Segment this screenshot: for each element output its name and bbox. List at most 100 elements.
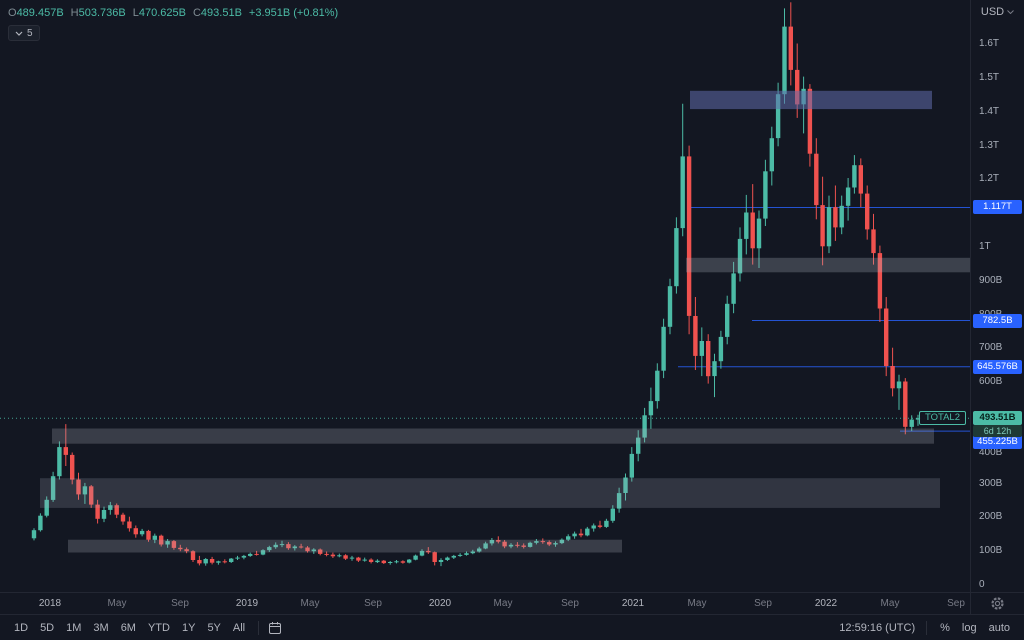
candle [178, 544, 183, 552]
bottom-toolbar: 1D 5D 1M 3M 6M YTD 1Y 5Y All 12:59:16 (UTC) % log… [0, 614, 1024, 640]
ohlc-l: L470.625B [132, 7, 186, 19]
range-button-1d[interactable]: 1D [14, 621, 29, 634]
price-axis-label: 200B [979, 511, 1003, 522]
time-axis-label: 2022 [814, 598, 838, 609]
candlestick-plot[interactable] [0, 0, 970, 592]
candle [604, 518, 609, 528]
candle [324, 551, 329, 557]
current-price-badge: 493.51B [973, 411, 1022, 425]
candle [890, 347, 895, 397]
candle [616, 487, 622, 513]
candle [95, 499, 100, 524]
time-axis-label: May [880, 598, 900, 609]
candle [159, 534, 164, 547]
candle [788, 2, 793, 86]
candle [82, 482, 88, 504]
candle [534, 539, 539, 545]
candle [718, 330, 724, 369]
price-axis-label: 1.5T [979, 72, 1000, 83]
candle [356, 556, 361, 562]
candle [241, 554, 247, 560]
candle [413, 554, 418, 561]
candle [197, 555, 202, 566]
candle [101, 506, 107, 523]
go-to-date-icon[interactable] [268, 621, 282, 635]
price-axis-label: 300B [979, 478, 1003, 489]
range-button-all[interactable]: All [232, 621, 246, 634]
candle [432, 551, 437, 566]
price-axis-label: 700B [979, 342, 1003, 353]
time-axis-label: 2018 [38, 598, 62, 609]
candle [203, 558, 208, 566]
legend-collapse-button[interactable]: 5 [8, 25, 40, 41]
range-button-ytd[interactable]: YTD [147, 621, 170, 634]
resistance-zone-950b[interactable] [686, 257, 970, 273]
legend-collapse-count: 5 [27, 27, 33, 39]
candle [298, 543, 304, 549]
candle [305, 546, 310, 553]
time-axis-label: May [300, 598, 320, 609]
level-price-badge: 782.5B [973, 314, 1022, 328]
candle [426, 547, 431, 554]
settings-gear-icon[interactable] [990, 596, 1005, 611]
candle [171, 540, 177, 550]
range-button-5y[interactable]: 5Y [207, 621, 221, 634]
time-axis[interactable]: 2018 May Sep 2019 May Sep 2020 May Sep 2021 May Sep… [0, 592, 970, 614]
candle [184, 547, 189, 554]
range-button-5d[interactable]: 5D [40, 621, 55, 634]
candle [826, 195, 832, 254]
time-axis-label: 2019 [235, 598, 259, 609]
candle [820, 176, 825, 266]
candle [311, 548, 316, 554]
support-zone-270b[interactable] [40, 478, 940, 508]
candle [858, 158, 863, 208]
candle [559, 538, 565, 545]
support-zone-440b[interactable] [52, 428, 934, 444]
chart-area[interactable]: O489.457B H503.736B L470.625B C493.51B +3.95… [0, 0, 970, 592]
candle [744, 194, 749, 255]
price-axis[interactable]: USD 493.51B 6d 12h 1.6T 1.5T 1.4T 1.3T 1.2T 1… [970, 0, 1024, 592]
candle [489, 538, 495, 546]
candle [566, 534, 571, 542]
supply-zone-blue[interactable] [690, 90, 932, 110]
range-button-3m[interactable]: 3M [93, 621, 109, 634]
range-button-1m[interactable]: 1M [66, 621, 82, 634]
price-axis-label: 1.6T [979, 38, 1000, 49]
range-button-6m[interactable]: 6M [120, 621, 136, 634]
level-price-badge: 1.117T [973, 200, 1022, 214]
candle [706, 334, 711, 384]
ohlc-c: C493.51B [192, 7, 242, 19]
clock[interactable]: 12:59:16 (UTC) [839, 621, 916, 634]
candle [515, 542, 520, 548]
candle [292, 545, 297, 551]
candle [623, 473, 628, 501]
currency-selector[interactable]: USD [971, 6, 1024, 18]
candle [248, 552, 253, 557]
candle [273, 542, 278, 549]
candle [343, 554, 348, 560]
scale-button-percent[interactable]: % [940, 621, 950, 634]
candle [400, 560, 406, 564]
candle [165, 539, 170, 548]
candle [845, 178, 851, 221]
candle [731, 261, 736, 314]
candle [680, 103, 685, 237]
chevron-down-icon [15, 31, 23, 36]
candle [833, 185, 838, 241]
candle [585, 526, 590, 537]
candle [884, 297, 889, 377]
scale-button-auto[interactable]: auto [988, 621, 1010, 634]
candle [267, 545, 272, 552]
candle [502, 540, 507, 549]
candle [330, 552, 336, 558]
candle [915, 414, 921, 426]
support-zone-115b[interactable] [68, 539, 622, 553]
time-axis-label: 2020 [428, 598, 452, 609]
scale-button-log[interactable]: log [961, 621, 977, 634]
candle [235, 555, 240, 560]
candle [896, 374, 902, 410]
range-button-1y[interactable]: 1Y [181, 621, 196, 634]
candle [318, 548, 323, 556]
candle [877, 245, 883, 322]
